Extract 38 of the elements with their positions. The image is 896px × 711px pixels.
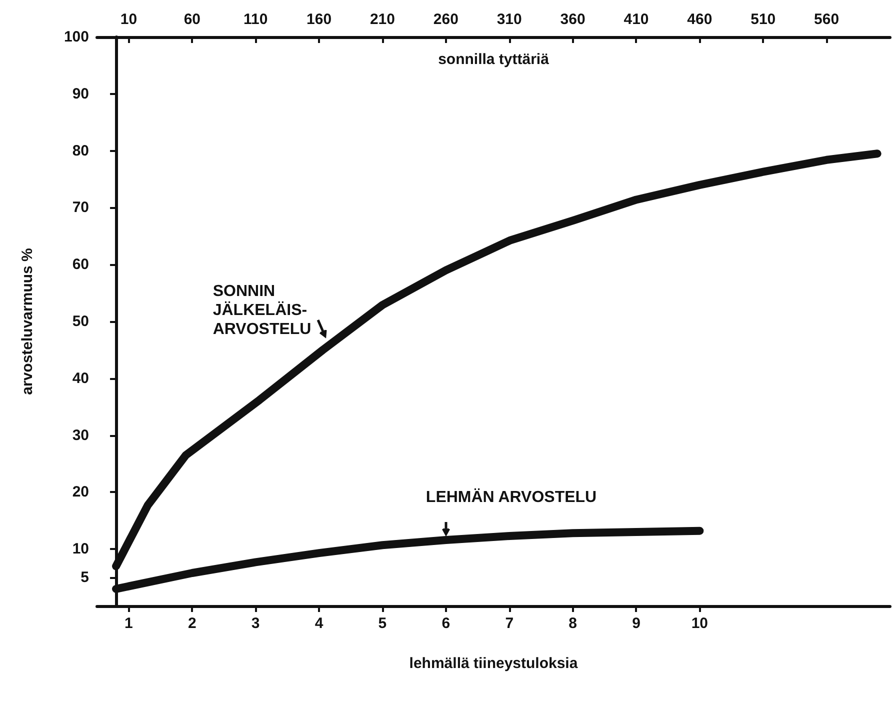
x2-tick-label: 110 (244, 11, 268, 28)
x-tick-label: 5 (378, 615, 387, 632)
y-tick-label: 100 (64, 28, 89, 46)
series-label: LEHMÄN ARVOSTELU (426, 488, 597, 506)
x2-tick-label: 160 (306, 11, 332, 28)
y-tick-label: 40 (72, 370, 89, 387)
x-tick-label: 4 (314, 615, 324, 632)
x-axis-title: lehmällä tiineystuloksia (409, 655, 578, 672)
y-tick-label: 5 (80, 569, 89, 586)
x-tick-label: 10 (691, 615, 708, 632)
y-tick-label: 60 (72, 256, 89, 274)
x2-tick-label: 510 (750, 11, 776, 28)
y-tick-label: 30 (72, 426, 89, 444)
x-tick-label: 2 (188, 615, 196, 632)
x2-tick-label: 310 (496, 11, 522, 28)
x2-tick-label: 260 (433, 11, 458, 28)
x2-axis-title: sonnilla tyttäriä (438, 51, 550, 68)
y-tick-label: 50 (72, 313, 89, 330)
x-tick-label: 9 (632, 615, 640, 632)
x-tick-label: 8 (568, 615, 577, 632)
x2-tick-label: 460 (687, 11, 712, 28)
x2-tick-label: 10 (120, 11, 138, 28)
series-label: SONNIN JÄLKELÄIS-ARVOSTELU (212, 282, 312, 338)
x2-tick-label: 360 (560, 11, 586, 28)
x2-tick-label: 210 (370, 11, 395, 28)
x2-tick-label: 60 (184, 11, 201, 28)
y-tick-label: 70 (72, 199, 89, 216)
y-tick-label: 20 (72, 484, 89, 501)
x-tick-label: 1 (124, 615, 133, 632)
x2-tick-label: 410 (624, 11, 649, 28)
y-tick-label: 90 (72, 85, 89, 102)
x-tick-label: 7 (505, 615, 514, 632)
x-tick-label: 6 (442, 615, 450, 632)
y-tick-label: 10 (72, 540, 89, 558)
y-tick-label: 80 (72, 142, 89, 160)
y-axis-title: arvosteluvarmuus % (19, 248, 36, 395)
x2-tick-label: 560 (814, 11, 840, 28)
x-tick-label: 3 (251, 615, 260, 632)
